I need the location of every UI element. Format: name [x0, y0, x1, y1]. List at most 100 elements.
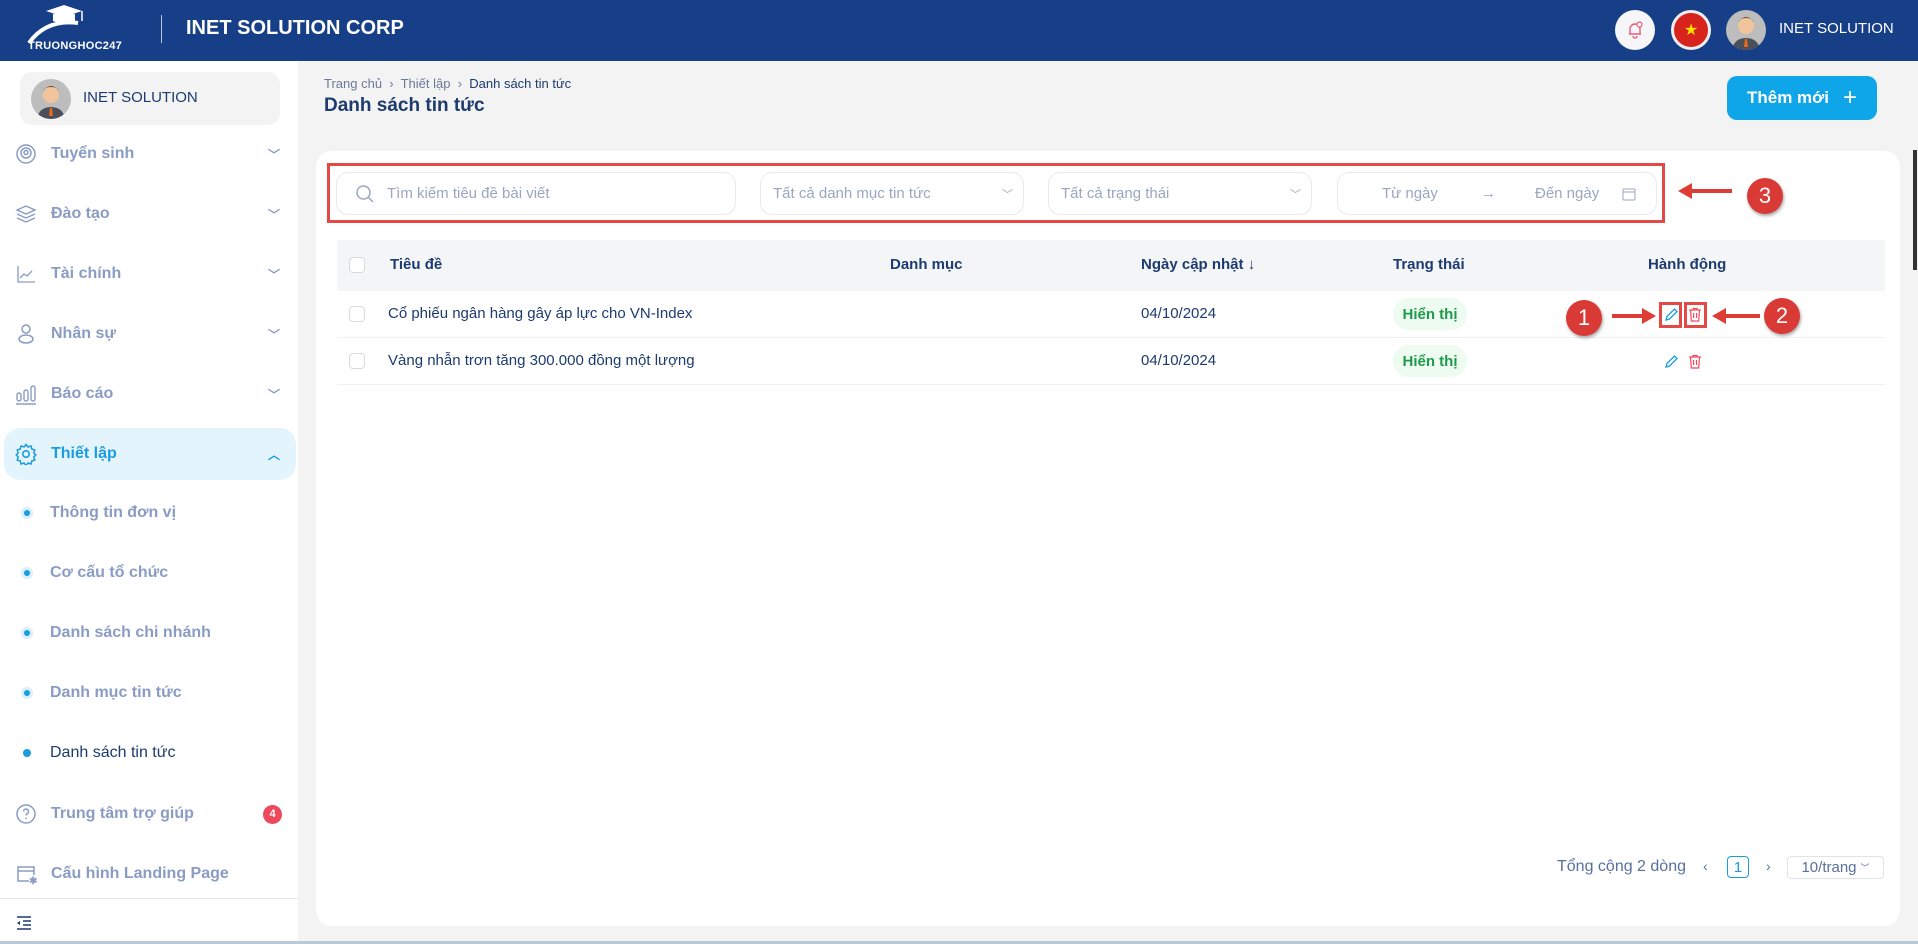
to-date-input[interactable]: Đến ngày: [1535, 185, 1600, 202]
scrollbar[interactable]: [1913, 150, 1917, 270]
chevron-down-icon: ﹀: [268, 207, 281, 222]
total-rows-text: Tổng cộng 2 dòng: [1557, 858, 1686, 875]
sort-desc-icon: ↓: [1247, 256, 1256, 273]
chevron-down-icon: ﹀: [268, 327, 281, 342]
row-title[interactable]: Cổ phiếu ngân hàng gây áp lực cho VN-Ind…: [388, 305, 693, 322]
annotation-arrow-2: [1726, 314, 1760, 318]
col-updated-date[interactable]: Ngày cập nhật ↓: [1141, 256, 1256, 273]
bullet-icon: [24, 510, 30, 516]
sidebar-item-dao-tao[interactable]: Đào tạo ﹀: [0, 188, 298, 240]
sidebar-item-tuyen-sinh[interactable]: Tuyển sinh ﹀: [0, 128, 298, 180]
col-category: Danh mục: [890, 256, 963, 273]
annotation-box-filters: [327, 163, 1665, 223]
table-row: Cổ phiếu ngân hàng gây áp lực cho VN-Ind…: [337, 291, 1885, 338]
chevron-down-icon: ﹀: [1290, 188, 1301, 201]
top-header: TRUONGHOC247 INET SOLUTION CORP ★ INET S…: [0, 0, 1918, 61]
sidebar-subitem-thong-tin-don-vi[interactable]: Thông tin đơn vị: [0, 493, 298, 533]
sidebar-item-thiet-lap[interactable]: Thiết lập ︿: [4, 428, 296, 480]
collapse-sidebar-icon[interactable]: [16, 916, 32, 930]
search-input[interactable]: Tìm kiếm tiêu đề bài viết: [336, 172, 736, 215]
breadcrumb: Trang chủ › Thiết lập › Danh sách tin tứ…: [324, 76, 572, 91]
status-select[interactable]: Tất cả trạng thái ﹀: [1048, 172, 1312, 215]
breadcrumb-home[interactable]: Trang chủ: [324, 76, 383, 91]
bar-chart-icon: [16, 385, 36, 405]
bullet-icon: [24, 690, 30, 696]
annotation-box-edit: [1659, 302, 1682, 328]
chevron-down-icon: ﹀: [268, 267, 281, 282]
plus-icon: +: [1842, 84, 1857, 111]
person-icon: [18, 324, 34, 344]
chevron-up-icon: ︿: [268, 447, 281, 462]
vietnam-flag-icon: ★: [1683, 22, 1699, 39]
page-size-select[interactable]: 10/trang ﹀: [1787, 856, 1884, 879]
broadcast-icon: [16, 144, 36, 164]
sidebar-divider: [0, 898, 298, 899]
sidebar-item-tai-chinh[interactable]: Tài chính ﹀: [0, 248, 298, 300]
gear-icon: [15, 443, 37, 465]
edit-pencil-icon[interactable]: [1664, 307, 1679, 322]
col-status: Trạng thái: [1393, 256, 1465, 273]
sidebar-item-bao-cao[interactable]: Báo cáo ﹀: [0, 368, 298, 420]
sidebar-item-nhan-su[interactable]: Nhân sự ﹀: [0, 308, 298, 360]
status-badge: Hiển thị: [1393, 298, 1467, 330]
header-divider: [161, 15, 162, 43]
sidebar-subitem-co-cau-to-chuc[interactable]: Cơ cấu tổ chức: [0, 553, 298, 593]
question-circle-icon: [16, 804, 36, 824]
date-range-picker[interactable]: Từ ngày → Đến ngày: [1337, 172, 1657, 215]
table-row: Vàng nhẫn trơn tăng 300.000 đồng một lượ…: [337, 338, 1885, 385]
profile-name: INET SOLUTION: [83, 89, 198, 106]
row-checkbox[interactable]: [349, 353, 365, 369]
bell-icon: [1629, 21, 1643, 39]
arrowhead-2: [1712, 308, 1726, 324]
annotation-box-delete: [1684, 302, 1707, 328]
arrowhead-3: [1678, 183, 1692, 199]
breadcrumb-current: Danh sách tin tức: [469, 76, 572, 91]
header-user-name[interactable]: INET SOLUTION: [1779, 20, 1894, 37]
chevron-down-icon: ﹀: [268, 147, 281, 162]
next-page-button[interactable]: ›: [1766, 858, 1771, 874]
profile-avatar: [31, 79, 71, 119]
select-all-checkbox[interactable]: [349, 257, 365, 273]
delete-trash-icon[interactable]: [1688, 307, 1702, 322]
sidebar-subitem-danh-muc-tin-tuc[interactable]: Danh mục tin tức: [0, 673, 298, 713]
user-avatar[interactable]: [1726, 10, 1766, 50]
sidebar-subitem-danh-sach-chi-nhanh[interactable]: Danh sách chi nhánh: [0, 613, 298, 653]
bottom-border: [0, 941, 1918, 944]
sidebar-item-help-center[interactable]: Trung tâm trợ giúp 4: [0, 788, 298, 840]
bullet-icon: [24, 570, 30, 576]
add-new-button[interactable]: Thêm mới +: [1727, 76, 1877, 120]
language-flag-button[interactable]: ★: [1671, 10, 1711, 50]
delete-trash-icon[interactable]: [1688, 354, 1702, 369]
row-date: 04/10/2024: [1141, 305, 1217, 322]
chevron-down-icon: ﹀: [1860, 863, 1870, 873]
row-title[interactable]: Vàng nhẫn trơn tăng 300.000 đồng một lượ…: [388, 352, 695, 369]
line-chart-icon: [17, 266, 35, 283]
annotation-marker-2: 2: [1764, 298, 1800, 334]
col-title: Tiêu đề: [390, 256, 443, 273]
prev-page-button[interactable]: ‹: [1703, 858, 1708, 874]
breadcrumb-settings[interactable]: Thiết lập: [400, 76, 451, 91]
search-icon: [356, 184, 374, 203]
col-actions: Hành động: [1648, 256, 1727, 273]
notification-button[interactable]: [1615, 10, 1655, 50]
bullet-icon: [23, 749, 31, 757]
edit-pencil-icon[interactable]: [1664, 354, 1679, 369]
annotation-arrow-3: [1688, 189, 1732, 193]
from-date-input[interactable]: Từ ngày: [1382, 185, 1438, 202]
category-select[interactable]: Tất cả danh mục tin tức ﹀: [760, 172, 1024, 215]
annotation-marker-1: 1: [1566, 300, 1602, 336]
sidebar-subitem-danh-sach-tin-tuc[interactable]: Danh sách tin tức: [0, 733, 298, 773]
arrow-right-icon: →: [1481, 185, 1496, 202]
browser-settings-icon: ✱: [17, 866, 37, 885]
sidebar: [0, 61, 298, 944]
layers-icon: [15, 205, 37, 223]
sidebar-item-landing-config[interactable]: ✱ Cấu hình Landing Page: [0, 848, 298, 900]
chevron-down-icon: ﹀: [1002, 188, 1013, 201]
arrowhead-1: [1642, 308, 1656, 324]
bullet-icon: [24, 630, 30, 636]
annotation-arrow-1: [1612, 314, 1644, 318]
row-checkbox[interactable]: [349, 306, 365, 322]
truonghoc247-logo[interactable]: TRUONGHOC247: [26, 5, 146, 55]
organization-name: INET SOLUTION CORP: [186, 17, 404, 39]
page-1-button[interactable]: 1: [1727, 856, 1749, 878]
